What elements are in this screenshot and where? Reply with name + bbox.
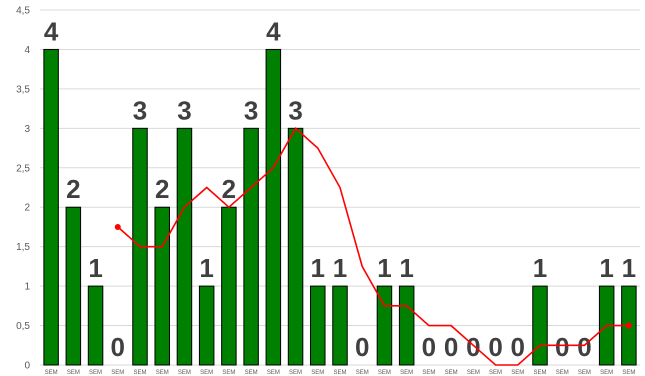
y-tick-label: 4 <box>24 45 30 56</box>
data-label: 0 <box>488 332 502 362</box>
data-label: 2 <box>66 174 80 204</box>
bar <box>198 285 215 366</box>
bar <box>398 285 415 366</box>
x-tick-label: SEM <box>45 370 58 376</box>
y-tick-label: 1 <box>24 282 30 293</box>
y-tick-label: 4,5 <box>16 6 30 17</box>
x-tick-label: SEM <box>311 370 324 376</box>
moving-average-line <box>114 127 632 366</box>
x-tick-label: SEM <box>156 370 169 376</box>
x-tick-label: SEM <box>378 370 391 376</box>
data-label: 0 <box>511 332 525 362</box>
x-tick-label: SEM <box>356 370 369 376</box>
x-tick-label: SEM <box>400 370 413 376</box>
data-label: 1 <box>377 253 391 283</box>
x-tick-label: SEM <box>222 370 235 376</box>
data-label: 0 <box>466 332 480 362</box>
bar <box>65 206 82 366</box>
data-label: 1 <box>399 253 413 283</box>
x-tick-label: SEM <box>511 370 524 376</box>
data-label: 0 <box>355 332 369 362</box>
x-tick-label: SEM <box>333 370 346 376</box>
x-tick-label: SEM <box>600 370 613 376</box>
bar <box>176 127 193 366</box>
y-tick-label: 2,5 <box>16 163 30 174</box>
data-label: 2 <box>222 174 236 204</box>
y-tick-label: 3 <box>24 124 30 135</box>
x-tick-label: SEM <box>267 370 280 376</box>
x-tick-label: SEM <box>200 370 213 376</box>
data-label: 3 <box>177 95 191 125</box>
data-label: 1 <box>199 253 213 283</box>
x-tick-label: SEM <box>111 370 124 376</box>
x-tick-label: SEM <box>245 370 258 376</box>
x-tick-label: SEM <box>533 370 546 376</box>
data-label: 1 <box>88 253 102 283</box>
data-label: 1 <box>533 253 547 283</box>
y-tick-label: 0,5 <box>16 321 30 332</box>
data-label: 0 <box>422 332 436 362</box>
data-label: 1 <box>599 253 613 283</box>
x-tick-label: SEM <box>556 370 569 376</box>
x-tick-label: SEM <box>422 370 435 376</box>
data-label: 3 <box>133 95 147 125</box>
data-label: 1 <box>333 253 347 283</box>
moving-average-endpoint <box>114 223 121 230</box>
bar <box>154 206 170 366</box>
y-axis-tick-labels: 0 0,5 1 1,5 2 2,5 3 3,5 4 4,5 <box>16 6 30 372</box>
x-tick-label: SEM <box>622 370 635 376</box>
data-label: 3 <box>288 95 302 125</box>
x-tick-label: SEM <box>445 370 458 376</box>
moving-average-endpoint <box>625 322 632 329</box>
bar <box>243 127 259 366</box>
x-tick-label: SEM <box>467 370 480 376</box>
bar <box>87 285 104 366</box>
data-label: 3 <box>244 95 258 125</box>
x-axis-tick-labels: SEM SEM SEM SEM SEM SEM SEM SEM SEM SEM SEM SEM SEM S… <box>45 370 636 376</box>
y-tick-label: 1,5 <box>16 242 30 253</box>
data-label: 0 <box>577 332 591 362</box>
data-label: 2 <box>155 174 169 204</box>
y-tick-label: 0 <box>24 361 30 372</box>
bar <box>43 48 59 366</box>
x-tick-label: SEM <box>133 370 146 376</box>
y-tick-label: 3,5 <box>16 84 30 95</box>
x-tick-label: SEM <box>578 370 591 376</box>
bar <box>287 127 304 366</box>
bar <box>532 285 548 366</box>
x-tick-label: SEM <box>178 370 191 376</box>
x-tick-label: SEM <box>89 370 102 376</box>
y-tick-label: 2 <box>24 203 30 214</box>
moving-average-series <box>117 127 629 366</box>
bar <box>332 285 348 366</box>
data-label: 1 <box>622 253 636 283</box>
data-label: 4 <box>44 16 59 46</box>
bar <box>310 285 326 366</box>
x-tick-label: SEM <box>289 370 302 376</box>
data-label: 4 <box>266 16 281 46</box>
x-tick-label: SEM <box>67 370 80 376</box>
bar <box>221 206 237 366</box>
x-tick-label: SEM <box>489 370 502 376</box>
bars <box>43 48 637 366</box>
data-label: 0 <box>444 332 458 362</box>
bar <box>265 48 282 366</box>
data-label: 1 <box>311 253 325 283</box>
data-label: 0 <box>555 332 569 362</box>
data-label: 0 <box>111 332 125 362</box>
